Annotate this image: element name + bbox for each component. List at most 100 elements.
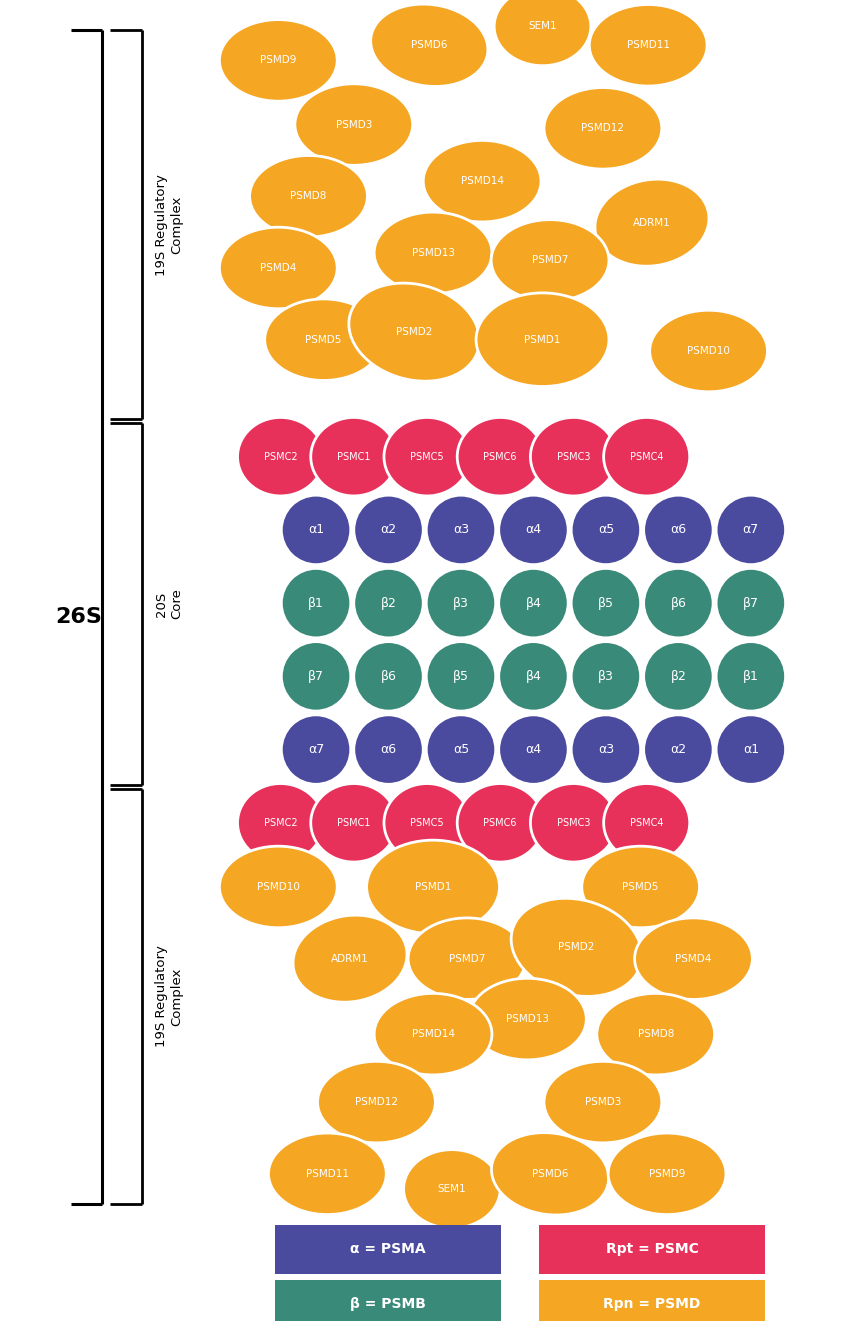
Text: PSMD2: PSMD2 xyxy=(396,328,432,337)
Text: α5: α5 xyxy=(597,523,614,536)
Text: SEM1: SEM1 xyxy=(437,1184,466,1194)
Text: PSMD13: PSMD13 xyxy=(412,248,454,258)
FancyBboxPatch shape xyxy=(275,1225,501,1273)
Text: Rpt = PSMC: Rpt = PSMC xyxy=(606,1242,699,1256)
FancyBboxPatch shape xyxy=(539,1280,765,1321)
Ellipse shape xyxy=(426,715,495,785)
Text: PSMD5: PSMD5 xyxy=(306,334,342,345)
Text: PSMD4: PSMD4 xyxy=(676,954,711,963)
Ellipse shape xyxy=(492,1132,608,1215)
FancyBboxPatch shape xyxy=(539,1225,765,1273)
Text: PSMD6: PSMD6 xyxy=(411,41,448,50)
Ellipse shape xyxy=(571,495,641,564)
Ellipse shape xyxy=(589,4,707,86)
Ellipse shape xyxy=(571,715,641,785)
Ellipse shape xyxy=(293,915,407,1003)
Ellipse shape xyxy=(457,417,543,495)
Text: PSMD14: PSMD14 xyxy=(412,1029,454,1040)
Text: PSMC3: PSMC3 xyxy=(557,818,591,828)
Text: α3: α3 xyxy=(453,523,469,536)
Text: β6: β6 xyxy=(380,670,397,683)
Text: Rpn = PSMD: Rpn = PSMD xyxy=(603,1297,700,1312)
Ellipse shape xyxy=(426,642,495,711)
Ellipse shape xyxy=(423,140,541,222)
Ellipse shape xyxy=(367,840,500,934)
Ellipse shape xyxy=(426,495,495,564)
Text: α = PSMA: α = PSMA xyxy=(350,1242,426,1256)
Ellipse shape xyxy=(282,568,351,638)
Text: PSMC1: PSMC1 xyxy=(337,818,370,828)
Ellipse shape xyxy=(717,715,785,785)
Ellipse shape xyxy=(595,180,709,267)
Text: PSMC5: PSMC5 xyxy=(410,818,444,828)
Text: α6: α6 xyxy=(671,523,687,536)
Text: β1: β1 xyxy=(308,597,324,609)
Text: β6: β6 xyxy=(671,597,686,609)
Text: PSMD9: PSMD9 xyxy=(648,1169,685,1178)
Ellipse shape xyxy=(643,568,713,638)
Ellipse shape xyxy=(220,227,337,309)
Text: α4: α4 xyxy=(525,744,541,756)
Ellipse shape xyxy=(282,642,351,711)
Text: PSMC1: PSMC1 xyxy=(337,452,370,461)
Text: PSMD13: PSMD13 xyxy=(505,1015,549,1024)
Text: β = PSMB: β = PSMB xyxy=(350,1297,426,1312)
Ellipse shape xyxy=(649,310,768,392)
Ellipse shape xyxy=(317,1061,436,1143)
Ellipse shape xyxy=(717,568,785,638)
Ellipse shape xyxy=(354,568,423,638)
Text: ADRM1: ADRM1 xyxy=(331,954,368,963)
Text: α5: α5 xyxy=(453,744,469,756)
Text: β2: β2 xyxy=(380,597,397,609)
Text: 20S
Core: 20S Core xyxy=(155,588,183,620)
Text: α4: α4 xyxy=(525,523,541,536)
Text: α1: α1 xyxy=(308,523,324,536)
Text: PSMC4: PSMC4 xyxy=(630,452,664,461)
Text: PSMD8: PSMD8 xyxy=(637,1029,674,1040)
Text: PSMC6: PSMC6 xyxy=(483,452,517,461)
Text: PSMD5: PSMD5 xyxy=(622,882,659,892)
Ellipse shape xyxy=(499,495,568,564)
Text: PSMD3: PSMD3 xyxy=(585,1098,621,1107)
Ellipse shape xyxy=(349,283,479,382)
Ellipse shape xyxy=(544,87,662,169)
Ellipse shape xyxy=(499,715,568,785)
Ellipse shape xyxy=(571,642,641,711)
Text: PSMC2: PSMC2 xyxy=(264,818,297,828)
Text: PSMD8: PSMD8 xyxy=(290,192,327,201)
Ellipse shape xyxy=(249,156,368,236)
Ellipse shape xyxy=(371,4,488,86)
Ellipse shape xyxy=(597,993,715,1075)
Text: PSMD10: PSMD10 xyxy=(257,882,300,892)
Ellipse shape xyxy=(354,495,423,564)
Ellipse shape xyxy=(374,993,492,1075)
Text: PSMD4: PSMD4 xyxy=(260,263,296,273)
Ellipse shape xyxy=(582,847,700,927)
Text: 26S: 26S xyxy=(55,608,102,627)
Ellipse shape xyxy=(643,495,713,564)
Text: β5: β5 xyxy=(598,597,614,609)
Text: ADRM1: ADRM1 xyxy=(633,218,671,227)
Ellipse shape xyxy=(282,715,351,785)
Ellipse shape xyxy=(311,783,397,863)
Text: α7: α7 xyxy=(308,744,324,756)
Ellipse shape xyxy=(220,847,337,927)
Text: β2: β2 xyxy=(671,670,686,683)
Ellipse shape xyxy=(511,898,642,996)
Ellipse shape xyxy=(530,783,616,863)
Ellipse shape xyxy=(237,417,323,495)
Ellipse shape xyxy=(220,20,337,102)
Text: PSMD11: PSMD11 xyxy=(306,1169,349,1178)
Ellipse shape xyxy=(499,568,568,638)
Text: α1: α1 xyxy=(743,744,759,756)
Text: β4: β4 xyxy=(526,597,541,609)
Ellipse shape xyxy=(354,642,423,711)
Text: PSMC4: PSMC4 xyxy=(630,818,664,828)
Text: PSMC3: PSMC3 xyxy=(557,452,591,461)
Ellipse shape xyxy=(282,495,351,564)
Text: α2: α2 xyxy=(671,744,687,756)
Ellipse shape xyxy=(265,299,382,380)
Ellipse shape xyxy=(384,417,470,495)
Text: PSMD10: PSMD10 xyxy=(687,346,730,355)
Text: 19S Regulatory
Complex: 19S Regulatory Complex xyxy=(155,946,183,1048)
